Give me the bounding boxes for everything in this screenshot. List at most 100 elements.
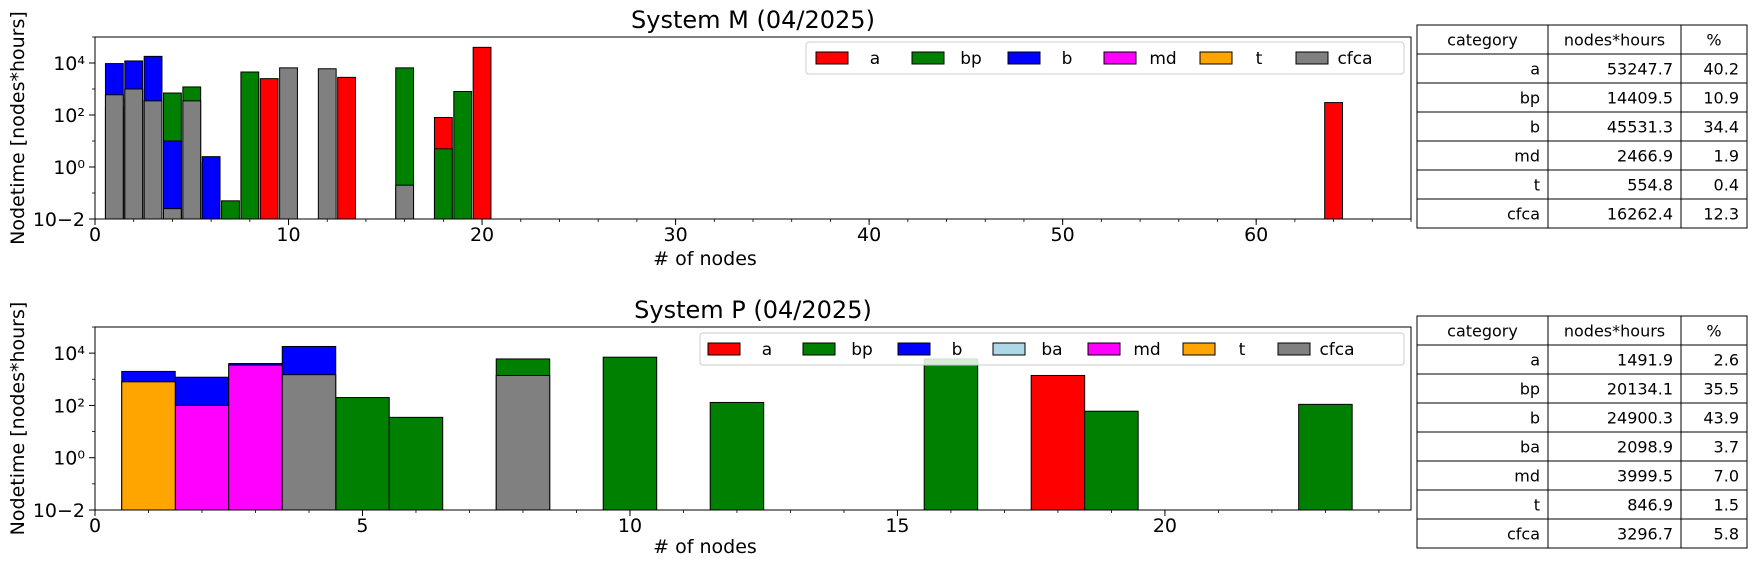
legend-label-a: a [762, 340, 772, 360]
legend-label-bp: bp [851, 340, 873, 360]
plot-frame [94, 326, 1412, 511]
bar-b [163, 140, 182, 220]
x-tick-label: 20 [470, 224, 494, 246]
y-tick-label: 10⁰ [53, 157, 85, 179]
x-axis-label: # of nodes [653, 536, 757, 558]
table-cell: ba [1520, 438, 1540, 457]
y-tick-label: 10² [53, 395, 85, 417]
x-tick-label: 20 [1153, 515, 1177, 537]
y-tick-label: 10⁴ [53, 53, 85, 75]
table-cell: 2098.9 [1617, 438, 1673, 457]
chart-1: System P (04/2025) 0 5 10 15 20 10−2 10⁰ 10² 10⁴ #… [7, 296, 1748, 558]
y-tick-label: 10−2 [33, 500, 85, 522]
x-tick-label: 60 [1244, 224, 1268, 246]
table-cell: 3296.7 [1617, 525, 1673, 544]
legend-label-md: md [1149, 49, 1176, 69]
bar-b [201, 156, 221, 220]
table-cell: 45531.3 [1607, 118, 1673, 137]
bar-cfca [279, 67, 298, 220]
bar-cfca [182, 100, 202, 220]
table-cell: a [1530, 351, 1540, 370]
legend-label-md: md [1133, 340, 1160, 360]
legend-label-cfca: cfca [1337, 49, 1372, 69]
bar-cfca [495, 374, 551, 511]
legend-label-a: a [870, 49, 880, 69]
bar-bp [221, 200, 240, 220]
table-cell: 3.7 [1714, 438, 1739, 457]
x-tick-label: 0 [89, 224, 101, 246]
y-axis-label: Nodetime [nodes*hours] [7, 302, 29, 536]
y-tick-label: 10−2 [33, 209, 85, 231]
bar-cfca [104, 94, 124, 220]
table-cell: 2466.9 [1617, 147, 1673, 166]
bar-bp [433, 148, 453, 220]
bar-bp [709, 401, 765, 511]
legend: a bp b md t cfca [805, 41, 1405, 75]
bar-bp [923, 358, 979, 511]
summary-table: category nodes*hours % a 53247.7 40.2 bp 14409.… [1416, 24, 1748, 229]
legend: a bp b ba md t cfca [699, 332, 1405, 366]
legend-swatch-bp [911, 51, 945, 65]
x-axis-label: # of nodes [653, 248, 757, 270]
bar-a [259, 78, 279, 220]
table-cell: b [1530, 118, 1540, 137]
y-tick-label: 10² [53, 105, 85, 127]
legend-label-ba: ba [1041, 340, 1062, 360]
bar-cfca [163, 208, 182, 220]
table-cell: 1491.9 [1617, 351, 1673, 370]
bars [121, 345, 1353, 511]
bar-a [472, 46, 492, 220]
table-header-cell: nodes*hours [1564, 31, 1665, 50]
y-tick-label: 10⁴ [53, 343, 85, 365]
bar-bp [335, 397, 390, 511]
bars [104, 46, 1343, 220]
legend-swatch-a [707, 342, 741, 356]
bar-bp [1084, 410, 1139, 511]
table-cell: 43.9 [1703, 409, 1739, 428]
table-cell: 3999.5 [1617, 467, 1673, 486]
legend-swatch-t [1199, 51, 1233, 65]
table-cell: 0.4 [1714, 176, 1739, 195]
legend-label-t: t [1256, 49, 1263, 69]
table-cell: 7.0 [1714, 467, 1739, 486]
bar-bp [453, 91, 473, 220]
bar-t [121, 381, 176, 511]
bar-a [337, 76, 356, 220]
legend-swatch-md [1087, 342, 1121, 356]
bar-bp [602, 356, 658, 511]
legend-swatch-b [897, 342, 931, 356]
chart-0: System M (04/2025) 0 10 20 30 40 50 60 10−2 10⁰ 10… [7, 6, 1748, 270]
x-tick-label: 5 [356, 515, 368, 537]
bar-bp [240, 71, 260, 220]
legend-label-b: b [952, 340, 963, 360]
table-cell: 10.9 [1703, 89, 1739, 108]
legend-swatch-a [815, 51, 849, 65]
legend-swatch-md [1103, 51, 1137, 65]
legend-label-cfca: cfca [1319, 340, 1354, 360]
table-cell: bp [1520, 89, 1540, 108]
table-cell: a [1530, 60, 1540, 79]
bar-cfca [317, 68, 337, 220]
bar-cfca [143, 100, 163, 220]
legend-swatch-cfca [1277, 342, 1311, 356]
bar-a [1030, 374, 1086, 511]
table-cell: cfca [1507, 525, 1540, 544]
bar-a [1324, 102, 1343, 220]
table-cell: t [1534, 496, 1540, 515]
y-tick-label: 10⁰ [53, 448, 85, 470]
table-cell: 846.9 [1627, 496, 1673, 515]
table-cell: 53247.7 [1607, 60, 1673, 79]
table-header-cell: category [1447, 31, 1518, 50]
table-header-cell: % [1706, 322, 1721, 341]
table-header-cell: nodes*hours [1564, 322, 1665, 341]
table-cell: 2.6 [1714, 351, 1739, 370]
table-cell: 1.9 [1714, 147, 1739, 166]
table-cell: cfca [1507, 205, 1540, 224]
table-cell: 12.3 [1703, 205, 1739, 224]
table-cell: 14409.5 [1607, 89, 1673, 108]
legend-swatch-ba [992, 342, 1026, 356]
bar-cfca [124, 88, 144, 220]
x-tick-label: 30 [663, 224, 687, 246]
table-header-cell: % [1706, 31, 1721, 50]
